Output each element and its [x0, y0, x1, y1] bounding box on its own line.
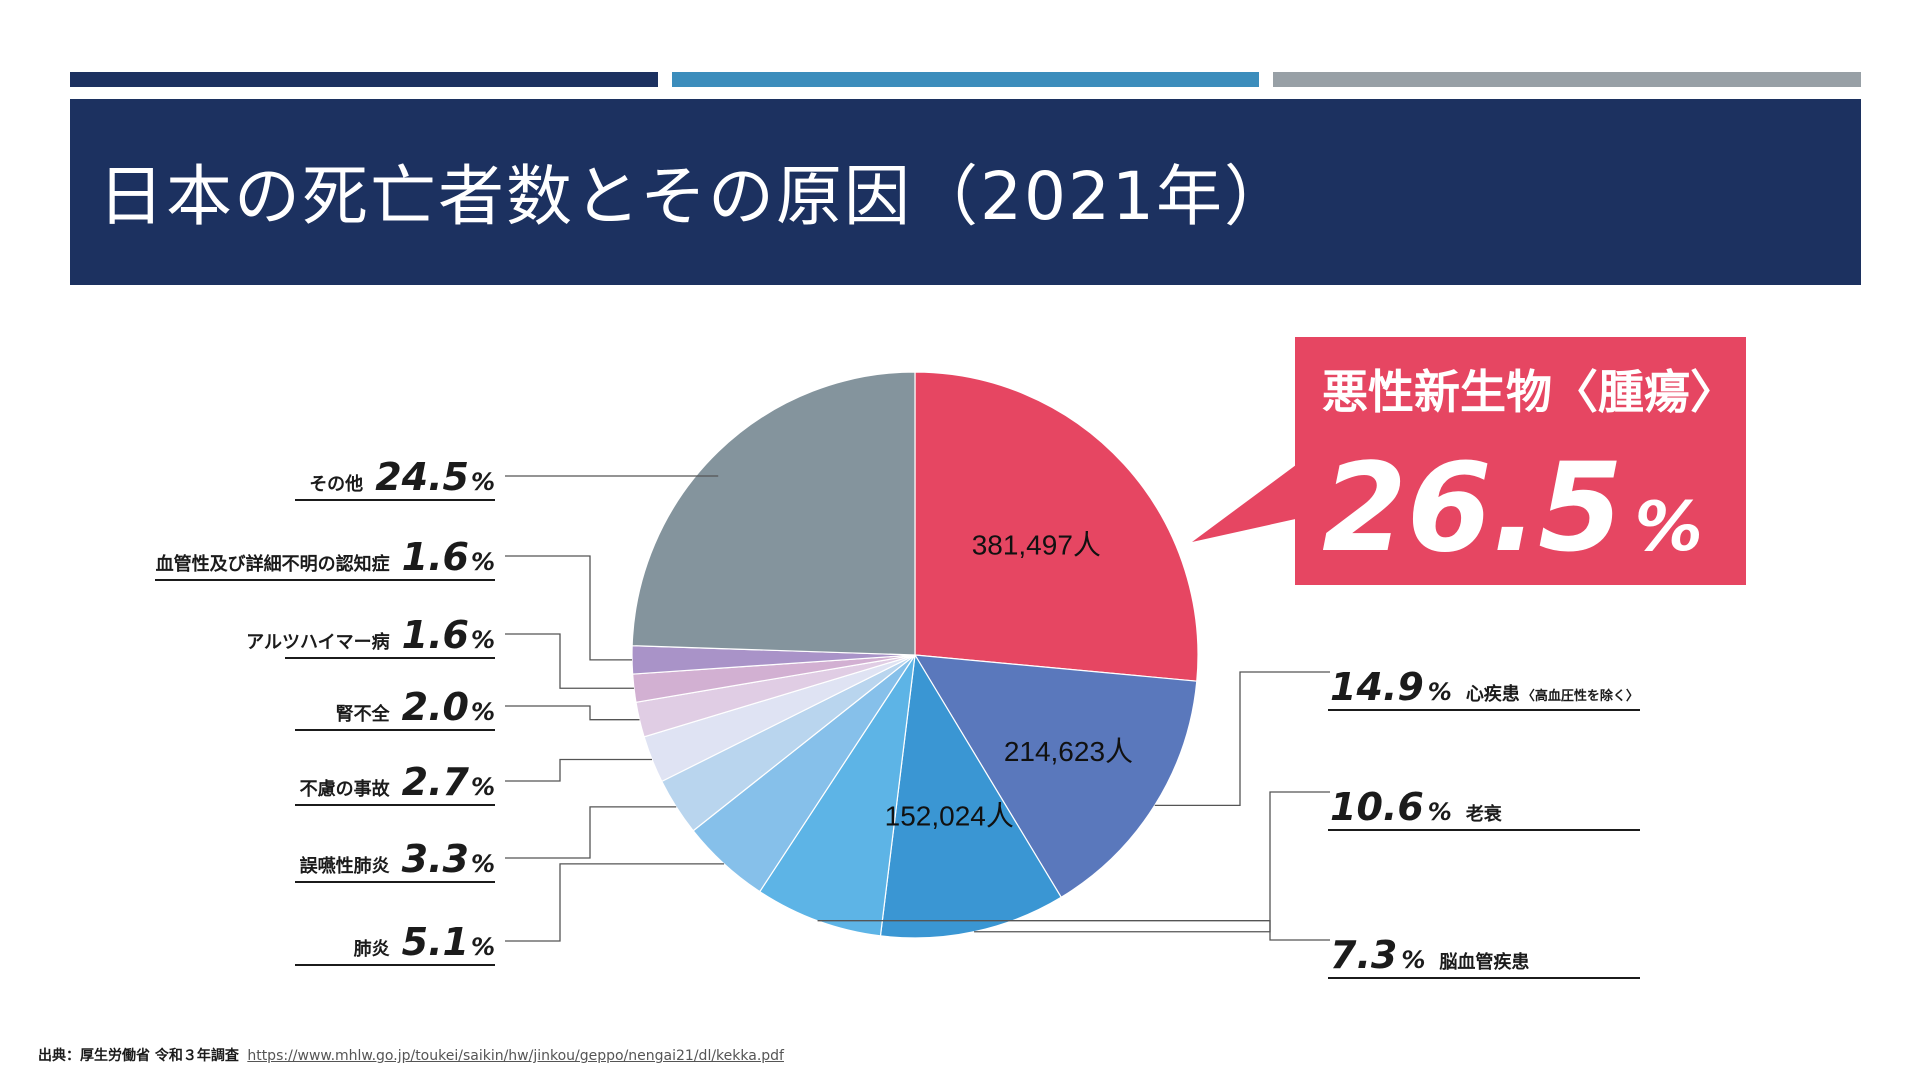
pct-unit-10: %	[471, 548, 495, 576]
pct-label-9: アルツハイマー病 1.6%	[246, 613, 495, 657]
pct-label-5: 肺炎 5.1%	[354, 920, 495, 964]
pct-unit-6: %	[471, 850, 495, 878]
leader-line-9	[505, 633, 634, 689]
pie-slice-2	[913, 654, 1198, 899]
pct-value-7: 2.7	[402, 760, 470, 804]
pie-slice-1	[914, 371, 1199, 682]
pct-unit-11: %	[471, 468, 495, 496]
source-label: 出典：厚生労働省 令和３年調査	[38, 1048, 239, 1064]
pct-unit-8: %	[471, 698, 495, 726]
pct-value-3: 10.6	[1330, 785, 1424, 829]
leader-line-6	[505, 806, 677, 859]
pct-value-2: 14.9	[1330, 665, 1424, 709]
callout-pointer	[1192, 462, 1300, 542]
leader-line-2	[1154, 671, 1330, 807]
page-title: 日本の死亡者数とその原因（2021年）	[98, 158, 1292, 235]
cause-sub-2: 〈高血圧性を除く〉	[1522, 688, 1639, 704]
pct-unit-7: %	[471, 773, 495, 801]
cause-name-2: 心疾患	[1466, 683, 1520, 705]
pct-label-3: 10.6% 老衰	[1330, 785, 1503, 829]
pct-unit-5: %	[471, 933, 495, 961]
slice-count-label-3: 152,024人	[885, 801, 1014, 832]
callout-box	[1295, 337, 1746, 585]
leader-line-4	[817, 920, 1330, 941]
pct-label-10: 血管性及び詳細不明の認知症 1.6%	[156, 535, 495, 579]
pct-label-11: その他 24.5%	[309, 455, 495, 499]
title-banner: 日本の死亡者数とその原因（2021年）	[70, 99, 1861, 285]
pct-unit-2: %	[1428, 678, 1452, 706]
leader-line-8	[505, 705, 640, 721]
leader-line-3	[974, 791, 1330, 933]
pct-label-2: 14.9% 心疾患 〈高血圧性を除く〉	[1330, 665, 1639, 709]
source-link[interactable]: https://www.mhlw.go.jp/toukei/saikin/hw/…	[247, 1048, 784, 1064]
pct-value-6: 3.3	[402, 837, 469, 881]
pct-unit-3: %	[1428, 798, 1452, 826]
cause-name-8: 腎不全	[336, 703, 391, 725]
pct-value-9: 1.6	[402, 613, 469, 657]
cause-name-7: 不慮の事故	[300, 778, 391, 800]
callout-number: 26.5	[1322, 437, 1623, 579]
callout-unit: %	[1635, 488, 1703, 567]
callout-value: 26.5 %	[1322, 437, 1703, 579]
cause-name-9: アルツハイマー病	[246, 631, 389, 653]
pct-label-8: 腎不全 2.0%	[336, 685, 495, 729]
pct-value-8: 2.0	[402, 685, 469, 729]
pct-value-5: 5.1	[402, 920, 469, 964]
source-citation: 出典：厚生労働省 令和３年調査 https://www.mhlw.go.jp/t…	[38, 1045, 784, 1065]
cause-name-4: 脳血管疾患	[1439, 951, 1529, 973]
header-accent-bar-navy	[70, 72, 658, 87]
pct-label-7: 不慮の事故 2.7%	[300, 760, 495, 804]
pct-value-11: 24.5	[375, 455, 469, 499]
pct-unit-4: %	[1401, 946, 1425, 974]
header-accent-bar-gray	[1273, 72, 1861, 87]
cause-name-10: 血管性及び詳細不明の認知症	[156, 553, 390, 575]
cause-name-11: その他	[309, 473, 363, 495]
pct-unit-9: %	[471, 626, 495, 654]
pie-slice-11	[631, 371, 916, 656]
leader-line-7	[505, 758, 652, 782]
slice-count-label-1: 381,497人	[972, 529, 1101, 560]
highlight-callout: 悪性新生物〈腫瘍〉 26.5 %	[1192, 337, 1746, 585]
pct-label-4: 7.3% 脳血管疾患	[1330, 933, 1529, 977]
cause-name-6: 誤嚥性肺炎	[300, 855, 390, 877]
leader-line-5	[505, 863, 725, 942]
pct-value-10: 1.6	[402, 535, 469, 579]
header-accent-bar-blue	[672, 72, 1259, 87]
pct-value-4: 7.3	[1330, 933, 1397, 977]
pie-slice-4	[758, 654, 916, 937]
slice-count-label-2: 214,623人	[1004, 736, 1133, 767]
leader-line-10	[505, 555, 633, 661]
cause-name-5: 肺炎	[354, 939, 390, 960]
callout-label: 悪性新生物〈腫瘍〉	[1322, 365, 1736, 419]
cause-name-3: 老衰	[1466, 803, 1503, 825]
pct-label-6: 誤嚥性肺炎 3.3%	[300, 837, 495, 881]
